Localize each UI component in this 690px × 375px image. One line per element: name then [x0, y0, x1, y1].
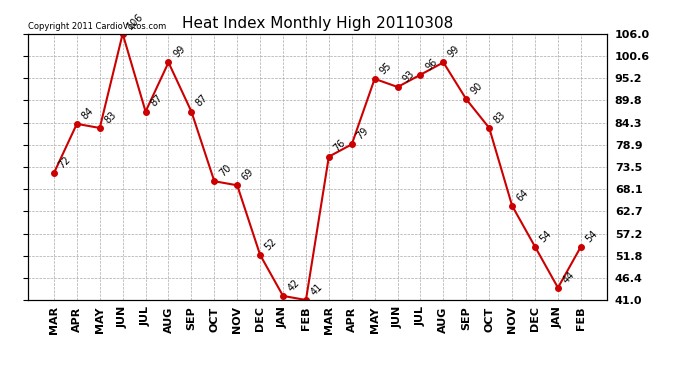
Text: Copyright 2011 CardioVotos.com: Copyright 2011 CardioVotos.com: [28, 22, 166, 31]
Text: 54: 54: [584, 228, 600, 244]
Text: 99: 99: [171, 44, 187, 60]
Text: 69: 69: [240, 167, 256, 183]
Text: 83: 83: [103, 110, 118, 125]
Text: 52: 52: [263, 236, 279, 252]
Text: 87: 87: [194, 93, 210, 109]
Text: 44: 44: [561, 269, 576, 285]
Text: 54: 54: [538, 228, 553, 244]
Text: 64: 64: [515, 187, 531, 203]
Text: 90: 90: [469, 81, 485, 96]
Text: 93: 93: [400, 69, 416, 84]
Text: 41: 41: [308, 282, 324, 297]
Text: 72: 72: [57, 154, 72, 170]
Text: 106: 106: [126, 11, 146, 31]
Text: 76: 76: [332, 138, 348, 154]
Text: 42: 42: [286, 277, 302, 293]
Title: Heat Index Monthly High 20110308: Heat Index Monthly High 20110308: [181, 16, 453, 31]
Text: 99: 99: [446, 44, 462, 60]
Text: 70: 70: [217, 163, 233, 178]
Text: 84: 84: [79, 105, 95, 121]
Text: 95: 95: [377, 60, 393, 76]
Text: 87: 87: [148, 93, 164, 109]
Text: 83: 83: [492, 110, 508, 125]
Text: 79: 79: [355, 126, 371, 142]
Text: 96: 96: [423, 56, 439, 72]
